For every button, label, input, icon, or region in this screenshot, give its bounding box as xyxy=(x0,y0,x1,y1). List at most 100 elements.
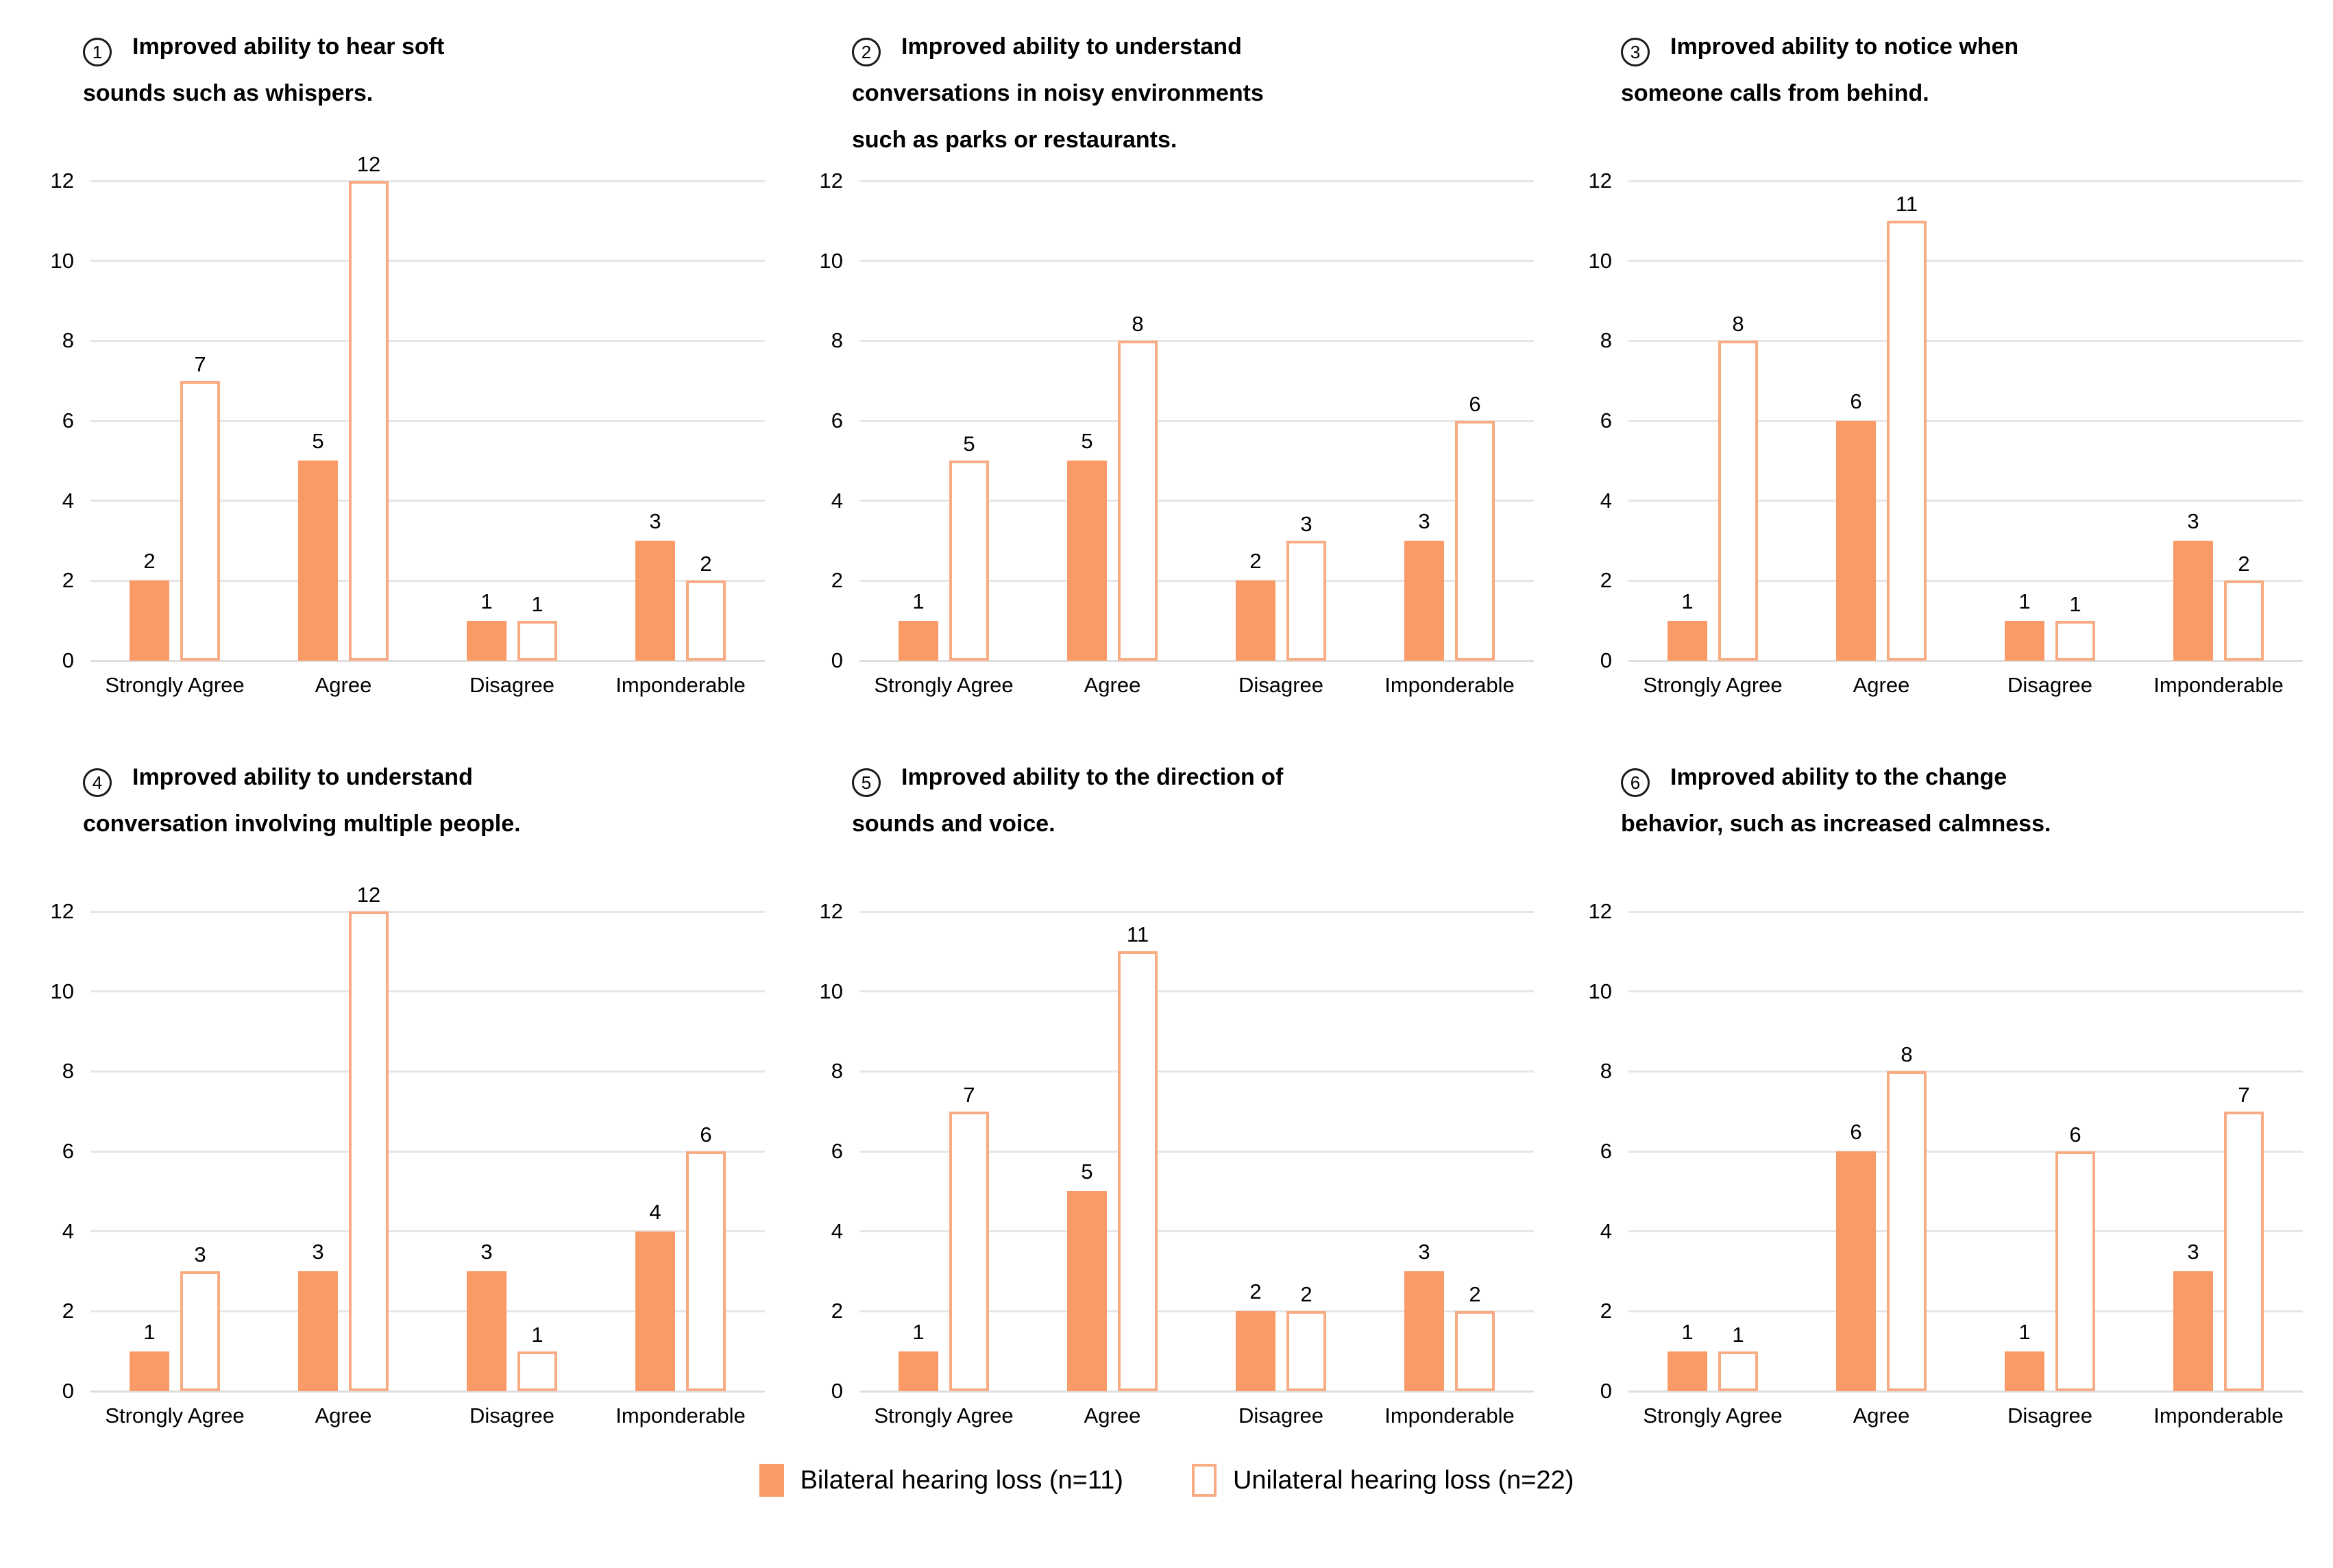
bar-slot: 6 xyxy=(1455,181,1495,661)
bar-unilateral: 7 xyxy=(180,352,220,661)
chart: 12 10 8 6 4 2 0 1 7 5 11 2 2 3 2 Strongly Agree Agree Dis… xyxy=(794,899,1539,1428)
panel-title-line: conversations in noisy environments xyxy=(852,70,1519,117)
gridline xyxy=(1628,180,2303,182)
bar-slot: 5 xyxy=(949,181,989,661)
bar-value-label: 12 xyxy=(356,883,381,907)
category-label: Imponderable xyxy=(2153,1404,2284,1428)
category-label: Imponderable xyxy=(2153,673,2284,697)
y-axis-tick-label: 6 xyxy=(1600,408,1612,432)
bar-bilateral: 1 xyxy=(130,1320,169,1391)
panel-title-text: Improved ability to understand xyxy=(132,764,473,790)
gridline xyxy=(1628,419,2303,422)
bars-row: 2 7 5 12 1 1 3 2 xyxy=(90,152,765,661)
bar-slot: 7 xyxy=(180,181,220,661)
panel-title-line: someone calls from behind. xyxy=(1621,70,2288,117)
gridline xyxy=(1628,1150,2303,1153)
panel-title: 6 Improved ability to the change behavior,… xyxy=(1563,736,2308,911)
bar-value-label: 12 xyxy=(356,152,381,176)
bar-value-label: 5 xyxy=(963,432,975,456)
bar-slot: 3 xyxy=(2173,911,2213,1391)
y-axis-tick-label: 8 xyxy=(1600,1059,1612,1083)
panel-number-icon: 1 xyxy=(83,38,112,66)
y-axis-tick-label: 0 xyxy=(831,1379,843,1403)
bar-bilateral: 3 xyxy=(1404,1240,1444,1391)
y-axis-tick-label: 0 xyxy=(1600,1379,1612,1403)
figure: 1 Improved ability to hear soft sounds suc… xyxy=(0,5,2333,1497)
bar-unilateral: 3 xyxy=(180,1242,220,1391)
panel-number-icon: 6 xyxy=(1621,768,1650,797)
y-axis-tick-label: 10 xyxy=(50,248,74,273)
y-axis-tick-label: 2 xyxy=(1600,1299,1612,1323)
panel-title-line: 1 Improved ability to hear soft xyxy=(83,23,750,70)
bar-slot: 2 xyxy=(2224,181,2264,661)
bar-value-label: 1 xyxy=(143,1319,156,1344)
bar-value-label: 3 xyxy=(194,1242,206,1266)
bar-slot: 11 xyxy=(1887,181,1927,661)
y-axis-tick-label: 0 xyxy=(1600,648,1612,672)
bar-unilateral: 12 xyxy=(349,152,389,661)
panel-title-line: 4 Improved ability to understand xyxy=(83,754,750,800)
bar-value-label: 6 xyxy=(2069,1123,2081,1147)
chart-panel: 2 Improved ability to understand conversat… xyxy=(794,5,1539,698)
bar-value-label: 1 xyxy=(2018,1319,2031,1344)
gridline xyxy=(90,1150,765,1153)
bar-slot: 6 xyxy=(1836,181,1876,661)
category-labels: Strongly Agree Agree Disagree Imponderable xyxy=(1628,673,2303,698)
bar-slot: 12 xyxy=(349,883,389,1391)
gridline xyxy=(859,1390,1534,1393)
panel-title-line: 5 Improved ability to the direction of xyxy=(852,754,1519,800)
gridline xyxy=(90,180,765,182)
bar-group: 5 11 xyxy=(1028,911,1197,1391)
bar-value-label: 5 xyxy=(312,429,324,454)
bar-unilateral: 6 xyxy=(2055,1123,2095,1391)
legend-item: Bilateral hearing loss (n=11) xyxy=(759,1464,1123,1497)
y-axis-tick-label: 12 xyxy=(819,169,843,193)
bar-bilateral: 3 xyxy=(467,1240,506,1391)
bar-bilateral: 1 xyxy=(467,589,506,661)
bar-bilateral: 3 xyxy=(2173,1240,2213,1391)
category-labels: Strongly Agree Agree Disagree Imponderable xyxy=(1628,1404,2303,1428)
gridline xyxy=(1628,1070,2303,1073)
category-label: Disagree xyxy=(469,1404,555,1428)
y-axis-tick-label: 6 xyxy=(62,1139,74,1163)
bar-value-label: 3 xyxy=(1418,509,1430,533)
plot-area: 12 10 8 6 4 2 0 1 5 5 8 2 3 3 6 xyxy=(820,169,1534,672)
bar-slot: 1 xyxy=(2005,181,2044,661)
y-axis-tick-label: 4 xyxy=(1600,488,1612,513)
panel-title-text: Improved ability to understand xyxy=(901,34,1242,60)
bar-slot: 3 xyxy=(1286,181,1326,661)
bar-value-label: 2 xyxy=(143,549,156,574)
chart-panel: 4 Improved ability to understand conversat… xyxy=(25,736,770,1428)
bar-value-label: 1 xyxy=(2018,589,2031,613)
bar-value-label: 1 xyxy=(912,1319,925,1344)
gridline xyxy=(90,1230,765,1233)
bar-value-label: 2 xyxy=(1300,1282,1312,1307)
panel-title-text: Improved ability to hear soft xyxy=(132,34,445,60)
bar-slot: 1 xyxy=(130,911,169,1391)
y-axis-tick-label: 6 xyxy=(831,1139,843,1163)
bar-group: 5 12 xyxy=(259,152,428,661)
bar-value-label: 11 xyxy=(1126,922,1149,947)
category-label: Agree xyxy=(1853,1404,1910,1428)
bar-value-label: 1 xyxy=(1681,1319,1694,1344)
bar-value-label: 3 xyxy=(2187,1240,2199,1264)
gridline xyxy=(90,339,765,342)
panel-title: 1 Improved ability to hear soft sounds suc… xyxy=(25,5,770,181)
category-label: Agree xyxy=(1084,673,1141,697)
bar-slot: 5 xyxy=(1067,911,1107,1391)
bar-slot: 1 xyxy=(2005,911,2044,1391)
panel-title-text: Improved ability to the change xyxy=(1670,764,2007,790)
chart: 12 10 8 6 4 2 0 2 7 5 12 1 1 3 2 Strongly Agree Agree Dis… xyxy=(25,152,770,698)
category-label: Imponderable xyxy=(615,673,746,697)
gridline xyxy=(90,659,765,662)
y-axis-tick-label: 6 xyxy=(62,408,74,432)
gridline xyxy=(90,910,765,913)
bar-value-label: 11 xyxy=(1895,192,1918,217)
legend: Bilateral hearing loss (n=11) Unilateral … xyxy=(0,1464,2333,1497)
